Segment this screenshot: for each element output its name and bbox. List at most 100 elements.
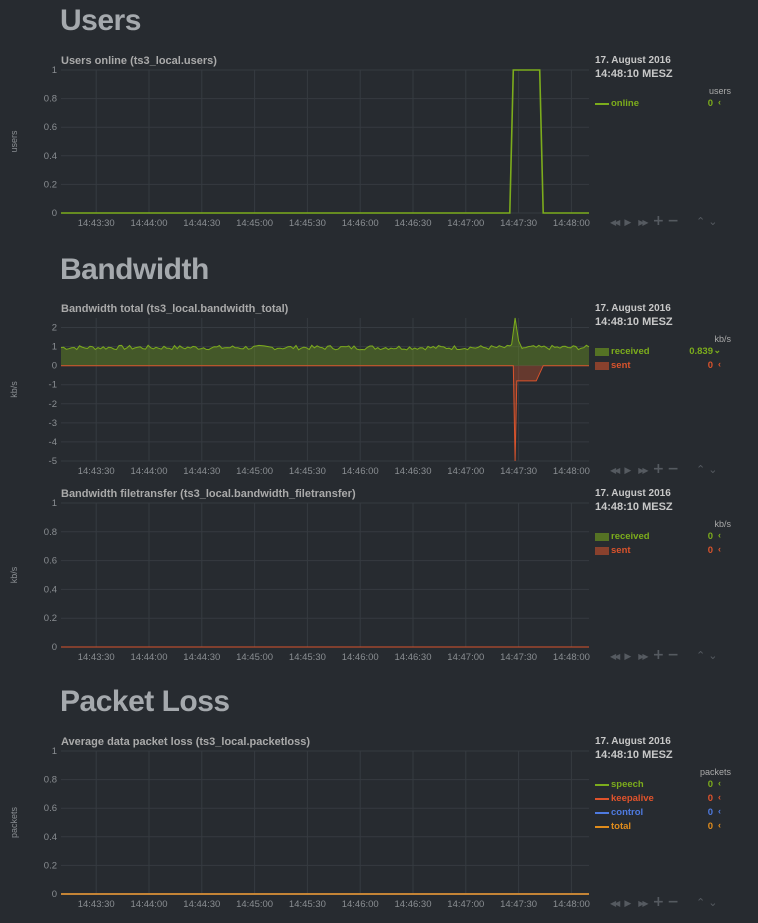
section-title-bandwidth: Bandwidth [60,253,209,286]
rewind-icon[interactable]: ◀◀ [610,652,620,661]
x-tick-label: 14:45:30 [289,652,326,663]
legend-swatch [595,533,609,541]
legend-item-name: keepalive [611,793,654,804]
legend-item-total[interactable]: total 0 ‹ [595,820,735,834]
legend-item-speech[interactable]: speech 0 ‹ [595,778,735,792]
chart-title-bandwidth-filetransfer: Bandwidth filetransfer (ts3_local.bandwi… [61,488,356,500]
x-tick-label: 14:46:00 [342,899,379,910]
chart-toolbar-bandwidth-total: ◀◀ ▶ ▶▶ +− ⌃⌄ [610,461,720,477]
y-tick-label: 0.4 [44,584,57,595]
chevron-left-icon: ‹ [718,359,721,369]
chevron-left-icon: ‹ [718,778,721,788]
resize-icon[interactable]: ⌃⌄ [696,649,721,662]
x-tick-label: 14:46:30 [395,466,432,477]
zoom-out-icon[interactable]: − [667,647,683,663]
legend-units: kb/s [714,334,731,344]
y-tick-label: -1 [49,380,57,391]
chevron-left-icon: ‹ [718,97,721,107]
y-tick-label: 0.8 [44,94,57,105]
y-tick-label: -5 [49,456,57,467]
play-icon[interactable]: ▶ [624,466,635,476]
legend-swatch [595,362,609,370]
x-tick-label: 14:44:00 [131,218,168,229]
rewind-icon[interactable]: ◀◀ [610,218,620,227]
fast-forward-icon[interactable]: ▶▶ [638,899,648,908]
x-tick-label: 14:45:30 [289,466,326,477]
chart-toolbar-packetloss: ◀◀ ▶ ▶▶ +− ⌃⌄ [610,894,720,910]
zoom-in-icon[interactable]: + [652,894,668,910]
y-tick-label: 0.6 [44,803,57,814]
chevron-down-icon: ⌄ [713,345,721,355]
legend-item-keepalive[interactable]: keepalive 0 ‹ [595,792,735,806]
zoom-in-icon[interactable]: + [652,461,668,477]
legend-date: 17. August 2016 [595,488,671,499]
rewind-icon[interactable]: ◀◀ [610,899,620,908]
y-tick-label: 0.2 [44,613,57,624]
fast-forward-icon[interactable]: ▶▶ [638,652,648,661]
y-tick-label: 2 [52,323,57,334]
chevron-left-icon: ‹ [718,820,721,830]
x-tick-label: 14:44:30 [183,899,220,910]
x-tick-label: 14:44:00 [131,652,168,663]
y-tick-label: 0.8 [44,775,57,786]
y-axis-label: kb/s [9,566,19,583]
legend-item-control[interactable]: control 0 ‹ [595,806,735,820]
zoom-out-icon[interactable]: − [667,894,683,910]
legend-item-sent[interactable]: sent 0 ‹ [595,359,735,373]
legend-item-name: received [611,531,650,542]
play-icon[interactable]: ▶ [624,218,635,228]
zoom-in-icon[interactable]: + [652,213,668,229]
x-tick-label: 14:45:00 [236,218,273,229]
rewind-icon[interactable]: ◀◀ [610,466,620,475]
resize-icon[interactable]: ⌃⌄ [696,215,721,228]
x-tick-label: 14:47:00 [447,652,484,663]
legend-item-sent[interactable]: sent 0 ‹ [595,544,735,558]
legend-item-value: 0 [707,531,713,542]
legend-bandwidth-total: 17. August 2016 14:48:10 MESZ kb/s recei… [595,303,735,373]
chevron-left-icon: ‹ [718,792,721,802]
y-tick-label: 0 [52,889,57,900]
x-tick-label: 14:45:00 [236,466,273,477]
resize-icon[interactable]: ⌃⌄ [696,463,721,476]
chart-title-users: Users online (ts3_local.users) [61,55,217,67]
users-chart[interactable]: 14:43:30 14:44:00 14:44:30 14:45:00 14:45:30… [0,0,600,923]
legend-item-received[interactable]: received 0.839 ⌄ [595,345,735,359]
x-tick-label: 14:48:00 [553,899,590,910]
series-line-received [60,317,590,351]
legend-item-name: total [611,821,632,832]
zoom-out-icon[interactable]: − [667,461,683,477]
x-tick-label: 14:47:30 [500,466,537,477]
play-icon[interactable]: ▶ [624,899,635,909]
legend-swatch [595,826,609,828]
legend-item-name: received [611,346,650,357]
legend-item-received[interactable]: received 0 ‹ [595,530,735,544]
y-tick-label: -3 [49,418,57,429]
fast-forward-icon[interactable]: ▶▶ [638,218,648,227]
legend-item-value: 0.839 [689,346,713,357]
fast-forward-icon[interactable]: ▶▶ [638,466,648,475]
x-tick-label: 14:45:00 [236,652,273,663]
series-line-sent [61,365,589,462]
series-line-online [61,69,589,214]
x-tick-label: 14:46:30 [395,899,432,910]
legend-item-name: control [611,807,644,818]
legend-item-value: 0 [707,360,713,371]
legend-date: 17. August 2016 [595,55,671,66]
play-icon[interactable]: ▶ [624,652,635,662]
y-tick-label: 1 [52,498,57,509]
zoom-in-icon[interactable]: + [652,647,668,663]
x-tick-label: 14:44:00 [131,466,168,477]
chart-packetloss: 14:43:30 14:44:00 14:44:30 14:45:00 14:45:30… [9,746,590,910]
legend-time: 14:48:10 MESZ [595,749,673,761]
legend-item-online[interactable]: online 0 ‹ [595,97,735,111]
x-tick-label: 14:46:30 [395,652,432,663]
legend-swatch [595,798,609,800]
legend-item-name: sent [611,545,631,556]
resize-icon[interactable]: ⌃⌄ [696,896,721,909]
x-tick-label: 14:47:00 [447,899,484,910]
series-area-sent [61,365,589,461]
zoom-out-icon[interactable]: − [667,213,683,229]
y-axis-label: packets [9,806,19,838]
legend-units: kb/s [714,519,731,529]
legend-item-value: 0 [707,821,713,832]
